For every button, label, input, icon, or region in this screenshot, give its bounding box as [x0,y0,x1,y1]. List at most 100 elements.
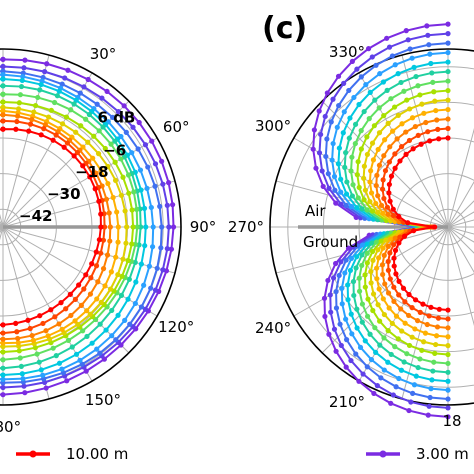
series-point-right [417,356,423,362]
series-point-right [351,94,357,101]
series-point-left [0,118,6,124]
series-point-left [91,133,97,139]
series-point-right [376,105,382,111]
series-point-right [381,195,387,202]
series-point-left [125,172,132,178]
series-point-left [157,203,163,209]
series-point-right [435,126,441,132]
angle-tick-label: 240° [255,319,291,337]
grid-right-spoke [401,54,449,228]
series-point-right [358,74,364,80]
series-point-right [392,151,398,157]
series-point-left [84,308,90,314]
series-point-right [364,134,370,140]
legend-label-right: 3.00 m [416,445,469,463]
angle-tick-label: 300° [255,117,291,135]
series-point-right [364,250,370,256]
series-point-left [80,328,86,334]
series-point-left [13,126,19,132]
series-point-right [359,319,365,325]
series-point-left [0,99,6,105]
series-point-left [0,392,6,398]
series-point-right [356,378,362,384]
series-point-right [357,344,364,351]
series-point-right [445,387,451,393]
series-point-right [337,321,343,327]
series-point-left [32,102,39,109]
series-point-right [425,129,431,135]
series-left-12 [0,56,177,398]
legend-marker-right [379,450,387,458]
series-point-right [385,328,391,334]
series-point-right [342,164,348,170]
series-point-left [25,317,31,323]
series-point-right [388,96,394,102]
series-point-right [359,242,366,248]
series-point-left [21,383,27,389]
series-point-right [418,141,424,147]
series-point-left [63,306,69,312]
series-point-right [352,140,358,147]
series-point-left [170,224,177,230]
series-point-left [68,107,74,113]
series-point-right [359,252,365,258]
series-point-right [386,181,392,188]
series-point-right [387,198,393,204]
series-point-right [324,90,330,96]
series-point-right [346,87,352,94]
series-point-right [373,349,379,355]
series-point-left [158,245,164,251]
series-point-right [361,108,367,115]
series-point-right [445,334,451,340]
series-point-right [316,108,322,114]
series-point-left [144,185,150,192]
series-point-right [372,325,378,331]
series-point-left [122,317,128,323]
series-point-right [358,128,364,134]
series-point-right [339,285,345,291]
series-point-left [88,275,94,281]
series-point-left [124,224,130,230]
series-point-right [434,324,441,330]
series-point-right [333,260,339,267]
series-point-left [133,279,139,285]
series-point-right [346,135,352,141]
series-point-right [420,301,426,307]
angle-tick-label: 210° [329,393,365,411]
grid-right-spoke [321,100,449,228]
series-point-right [377,342,383,348]
series-point-right [369,248,376,255]
series-point-left [132,300,138,307]
series-point-left [108,141,114,147]
series-point-left [13,320,19,326]
series-left-5 [0,99,136,355]
series-point-right [332,187,338,193]
series-point-right [411,228,417,234]
series-point-left [17,355,23,361]
series-point-left [109,307,115,314]
series-point-left [64,378,70,384]
grid-left-spoke [2,226,158,317]
series-point-left [0,340,6,346]
series-left-3 [0,108,121,346]
series-point-left [110,194,116,201]
series-point-right [410,390,416,396]
series-point-left [83,368,89,374]
series-point-left [98,224,104,230]
series-point-right [364,207,370,213]
series-point-right [393,313,400,319]
series-point-right [373,182,379,189]
series-point-right [402,320,408,326]
series-point-right [409,115,416,121]
series-point-left [113,337,119,343]
angle-tick-label: 180° [0,418,21,436]
series-point-left [149,138,155,144]
series-point-right [343,364,349,370]
series-point-right [370,291,377,297]
angle-tick-label: 330° [329,43,365,61]
series-point-right [352,121,359,127]
grid-right-spoke [447,226,474,326]
series-point-left [34,351,40,357]
series-point-right [390,128,396,134]
series-point-right [393,271,399,277]
